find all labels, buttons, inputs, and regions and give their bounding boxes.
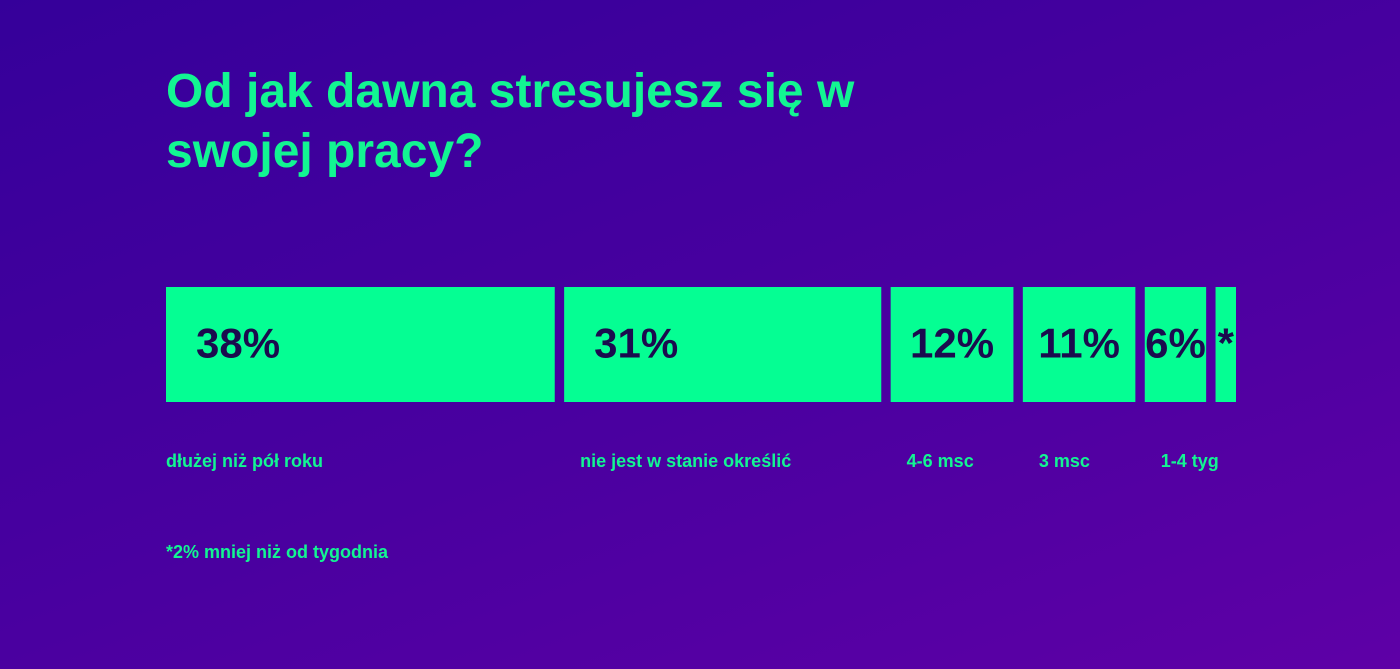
bar-segment xyxy=(1022,287,1136,402)
value-label: 31% xyxy=(594,320,678,367)
category-label: 3 msc xyxy=(1039,451,1090,471)
value-label: 38% xyxy=(196,320,280,367)
value-label: 11% xyxy=(1038,320,1120,367)
category-label: 4-6 msc xyxy=(907,451,974,471)
bar-segment xyxy=(1144,287,1207,402)
category-label: dłużej niż pół roku xyxy=(166,451,323,471)
footnote: *2% mniej niż od tygodnia xyxy=(166,542,389,562)
category-label: nie jest w stanie określić xyxy=(580,451,791,471)
bar-segment xyxy=(166,287,555,402)
bar-segment xyxy=(890,287,1014,402)
value-label: 6% xyxy=(1145,320,1206,367)
chart-title: Od jak dawna stresujesz się w swojej pra… xyxy=(166,65,855,178)
value-label: * xyxy=(1218,320,1235,367)
category-label: 1-4 tyg xyxy=(1161,451,1219,471)
bar-segment xyxy=(1215,287,1236,402)
bar-segment xyxy=(564,287,882,402)
value-label: 12% xyxy=(910,320,994,367)
